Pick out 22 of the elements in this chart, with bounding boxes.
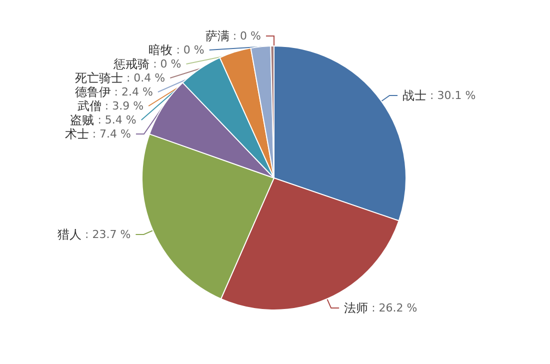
slice-label: 德鲁伊	[74, 85, 111, 99]
data-label: : 3.9 %	[101, 100, 144, 112]
text: : 0 %	[232, 30, 261, 42]
slice-label: 猎人	[58, 227, 82, 242]
category-label: 萨满	[205, 29, 230, 43]
data-label: : 0.4 %	[122, 72, 166, 84]
data-label: : 26.2 %	[368, 302, 418, 315]
category-label: 惩戒骑	[114, 57, 150, 71]
category-label: 暗牧	[148, 43, 173, 57]
data-label: : 5.4 %	[94, 114, 136, 126]
slice-label: 术士	[64, 127, 89, 141]
slice-label: 死亡骑士	[74, 71, 123, 85]
slice-label: 法师	[344, 301, 368, 316]
slice-label: 战士	[402, 88, 427, 102]
text: : 0 %	[176, 44, 204, 56]
slice-label: 武僧	[77, 99, 102, 113]
data-label: : 23.7 %	[82, 228, 131, 241]
slice-label: 盗贼	[70, 113, 94, 127]
text: : 0 %	[153, 58, 182, 70]
data-label: : 2.4 %	[110, 86, 153, 98]
data-label: : 30.1 %	[426, 88, 476, 102]
data-label: : 7.4 %	[88, 128, 131, 140]
